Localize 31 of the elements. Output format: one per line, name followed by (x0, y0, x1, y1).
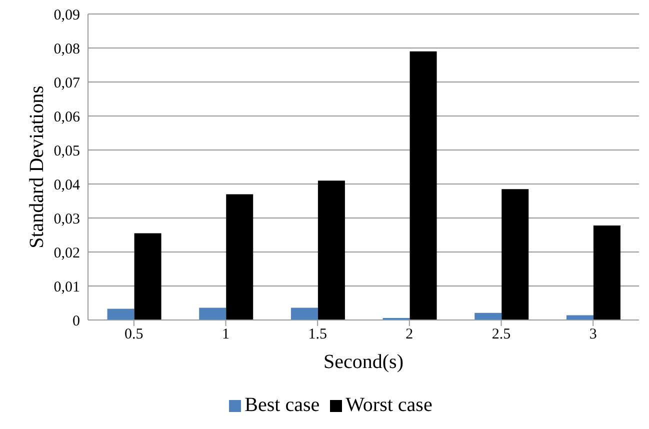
y-tick-label: 0 (72, 313, 80, 330)
y-tick-label: 0,03 (54, 211, 80, 228)
x-tick-label: 2 (406, 326, 414, 343)
bar (107, 308, 134, 320)
y-tick-label: 0,02 (54, 245, 80, 262)
y-tick-label: 0,07 (54, 75, 80, 92)
y-axis-title: Standard Deviations (26, 85, 48, 248)
legend-label: Worst case (346, 394, 432, 416)
bar (410, 51, 437, 320)
bar (502, 189, 529, 320)
x-tick-label: 1 (222, 326, 230, 343)
bar (134, 233, 162, 320)
bar (566, 315, 594, 320)
x-axis-title: Second(s) (324, 351, 404, 373)
y-tick-label: 0,04 (54, 177, 80, 194)
bar (318, 180, 345, 320)
bar (593, 225, 620, 320)
bar (474, 312, 502, 320)
legend-label: Best case (244, 394, 320, 416)
y-tick-label: 0,01 (54, 279, 80, 296)
x-tick-label: 3 (589, 326, 597, 343)
y-tick-label: 0,08 (54, 41, 80, 58)
bar (199, 308, 226, 320)
bar (226, 194, 254, 320)
x-tick-label: 1.5 (308, 326, 327, 343)
y-tick-label: 0,05 (54, 143, 80, 160)
y-tick-label: 0,09 (54, 7, 80, 24)
x-tick-label: 2.5 (492, 326, 511, 343)
y-tick-label: 0,06 (54, 109, 80, 126)
x-tick-label: 0.5 (124, 326, 144, 343)
bar (290, 308, 318, 320)
